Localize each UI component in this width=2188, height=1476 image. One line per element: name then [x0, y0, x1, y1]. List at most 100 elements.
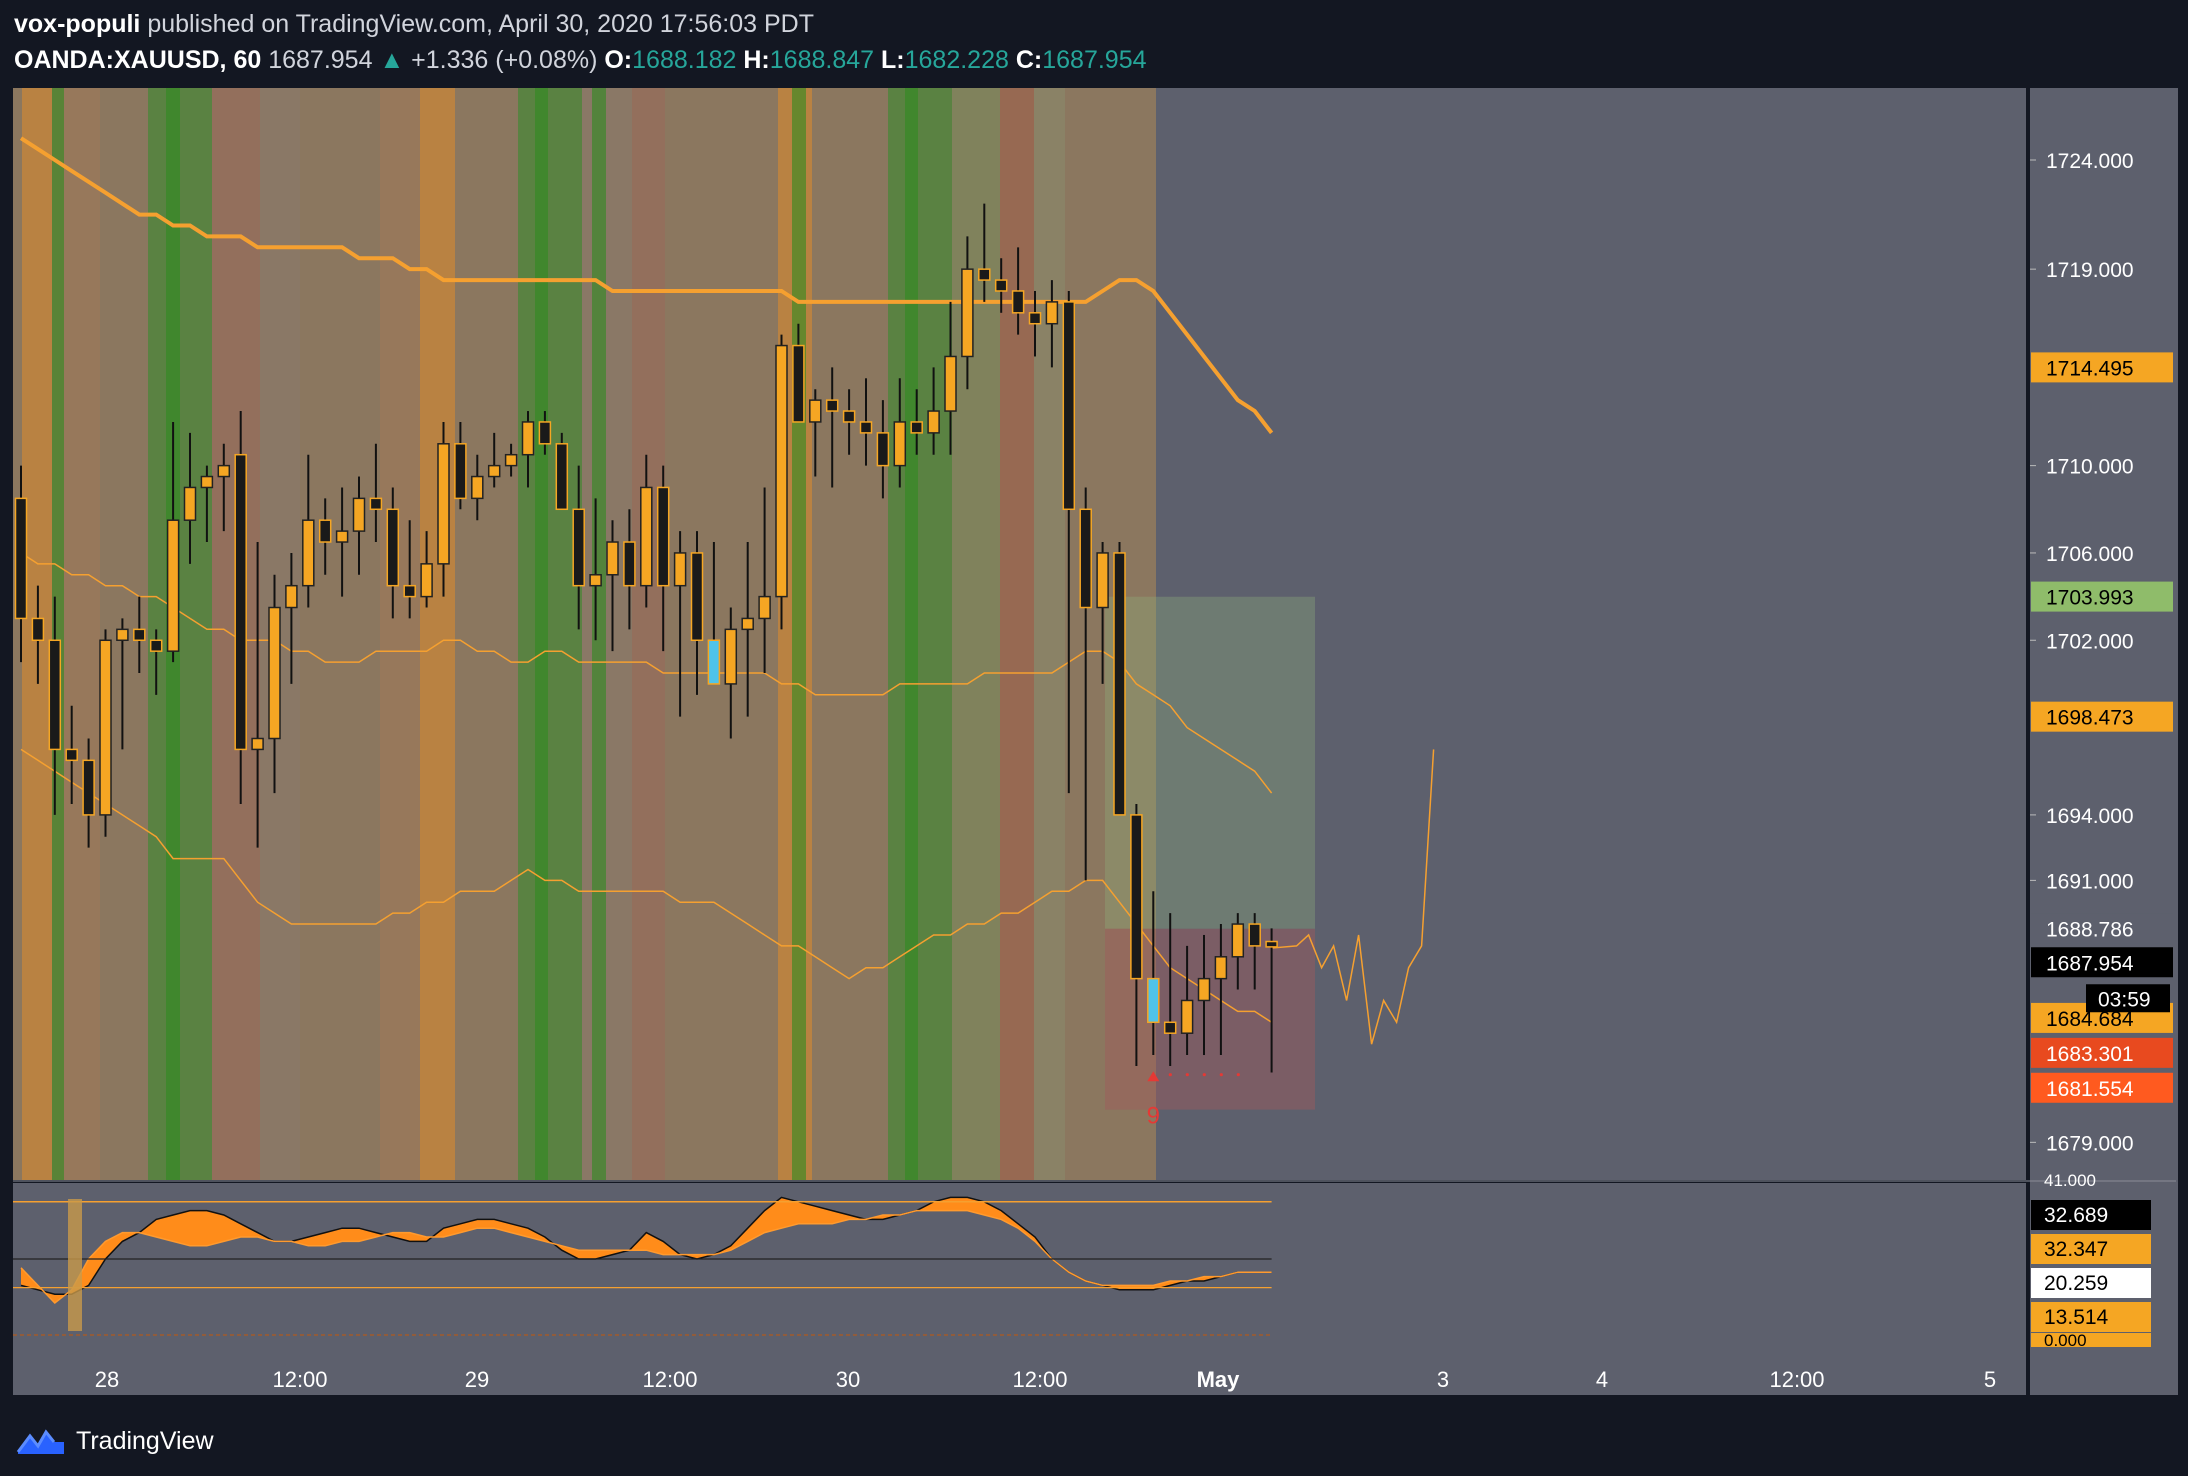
candle — [268, 574, 281, 794]
candle-body — [673, 552, 687, 587]
candle — [775, 334, 788, 630]
tradingview-logo-icon[interactable] — [16, 1426, 66, 1456]
price-axis-bg — [2030, 88, 2178, 1395]
candle — [487, 432, 501, 488]
candle — [335, 487, 349, 597]
open-value: 1688.182 — [632, 46, 737, 74]
price-label-bg — [2031, 581, 2173, 612]
candle — [521, 411, 535, 488]
candle-body — [589, 574, 602, 587]
candle — [48, 596, 62, 815]
close-label: C: — [1015, 46, 1043, 74]
last-price: 1687.954 — [268, 46, 373, 74]
candle-body — [859, 421, 873, 434]
session-stripe-core — [592, 88, 606, 1180]
candle-body — [1028, 312, 1042, 325]
candle — [1248, 913, 1261, 990]
candle — [471, 454, 484, 521]
brand-name[interactable]: TradingView — [76, 1426, 214, 1455]
candle — [318, 498, 332, 575]
candle-body — [31, 617, 45, 642]
time-axis-bg — [13, 1348, 2026, 1395]
candle-body — [690, 552, 704, 642]
publisher-line: vox-populi published on TradingView.com,… — [14, 6, 2174, 42]
candle-body — [437, 443, 450, 565]
candle — [1028, 290, 1042, 357]
high-value: 1688.847 — [769, 46, 875, 74]
candle-body — [640, 486, 653, 587]
candle — [758, 487, 771, 674]
candle — [183, 432, 197, 564]
candle-body — [944, 355, 957, 412]
candle-body — [251, 737, 264, 751]
candle — [116, 618, 129, 750]
candle — [825, 367, 839, 488]
candle — [437, 421, 450, 597]
candle-body — [994, 279, 1008, 292]
author-name[interactable]: vox-populi — [14, 10, 141, 38]
candle-body — [724, 628, 738, 685]
session-stripe-core — [52, 88, 64, 1180]
candle-body — [420, 563, 433, 598]
candle-body — [318, 519, 332, 543]
countdown-label: 03:59 — [2098, 988, 2151, 1011]
candle-body — [1096, 552, 1109, 609]
osc-signal-bar — [68, 1199, 82, 1331]
y-tick-label: 1694.000 — [2046, 805, 2134, 828]
candle — [690, 531, 704, 695]
candle — [302, 454, 315, 608]
x-tick-label: 12:00 — [642, 1367, 697, 1392]
candle — [65, 705, 78, 804]
candle-body — [65, 748, 78, 762]
session-stripe — [1000, 88, 1034, 1180]
candle-body — [1163, 1021, 1177, 1034]
osc-label: 20.259 — [2044, 1272, 2108, 1295]
price-label: 1683.301 — [2046, 1043, 2134, 1066]
candle — [842, 389, 856, 455]
candle-body — [48, 639, 62, 751]
candle-body — [335, 530, 349, 543]
candle-body — [1265, 940, 1278, 948]
candle-body — [1113, 552, 1126, 816]
candle — [623, 509, 636, 630]
projection-line — [1271, 749, 1435, 1045]
session-stripe — [518, 88, 582, 1180]
candle — [978, 203, 991, 302]
candle-body — [572, 508, 585, 587]
candle — [1096, 542, 1109, 684]
symbol-name[interactable]: OANDA:XAUUSD, 60 — [14, 46, 262, 74]
candle-body — [1062, 301, 1076, 511]
candle-body — [1231, 923, 1245, 958]
candle-body — [99, 639, 112, 816]
candle-body — [656, 486, 670, 587]
candle — [910, 389, 923, 455]
candle — [555, 432, 569, 511]
candle-body — [825, 399, 839, 412]
candle-body — [352, 497, 366, 532]
candle-body — [217, 464, 231, 478]
published-text: published on TradingView.com, April 30, … — [147, 10, 814, 38]
x-tick-label: 28 — [95, 1367, 119, 1392]
stop-dot — [1168, 1073, 1172, 1077]
candle-body — [403, 584, 416, 598]
session-stripe — [632, 88, 665, 1180]
x-tick-label: 29 — [465, 1367, 489, 1392]
candle-body — [1011, 290, 1025, 314]
y-tick-label: 1691.000 — [2046, 870, 2134, 893]
x-tick-label: 12:00 — [272, 1367, 327, 1392]
candle — [285, 552, 298, 684]
candle-body — [454, 443, 467, 500]
candle — [82, 738, 95, 848]
x-tick-label: 30 — [836, 1367, 860, 1392]
candle-body — [471, 475, 484, 500]
session-stripe — [380, 88, 420, 1180]
candle-body — [893, 421, 907, 467]
osc-label-bg — [2031, 1234, 2151, 1264]
x-tick-label: 5 — [1984, 1367, 1996, 1392]
y-tick-label: 1719.000 — [2046, 259, 2134, 282]
x-tick-label: 12:00 — [1769, 1367, 1824, 1392]
candle-body — [927, 410, 940, 434]
oscillator-pane-bg — [13, 1183, 2026, 1348]
x-tick-label: 3 — [1437, 1367, 1449, 1392]
